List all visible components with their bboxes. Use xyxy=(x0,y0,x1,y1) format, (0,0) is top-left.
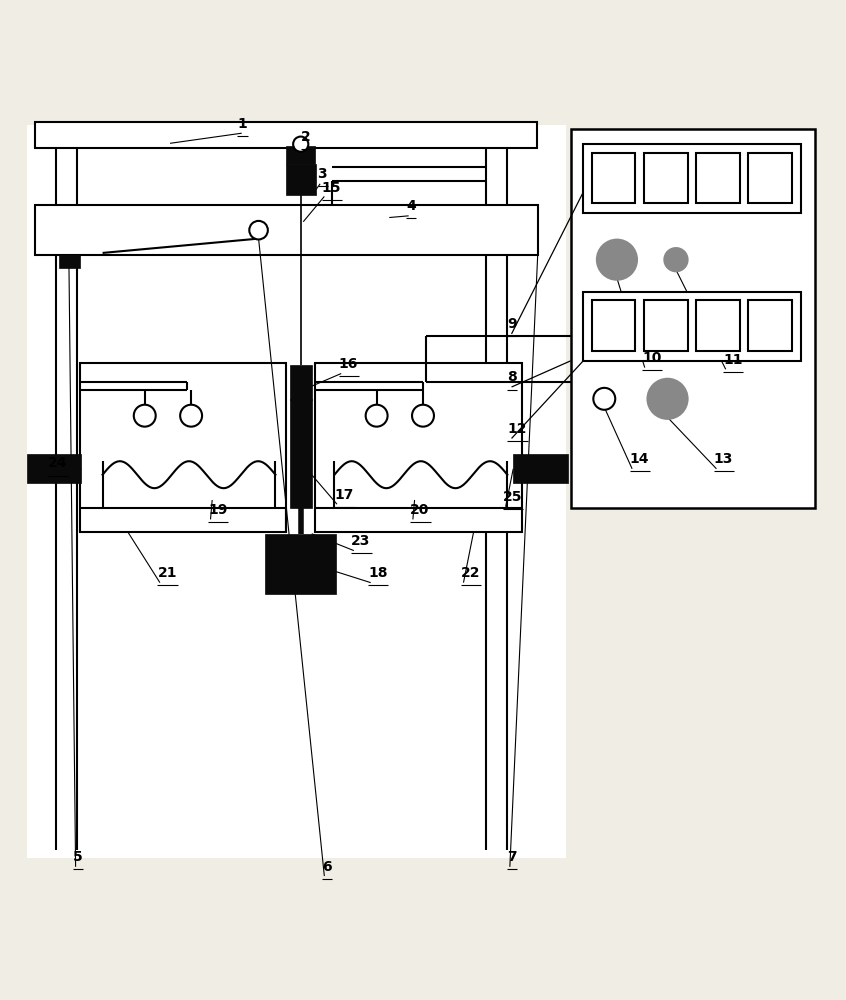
Bar xyxy=(583,292,801,361)
Text: 7: 7 xyxy=(508,850,517,864)
Text: 21: 21 xyxy=(157,566,177,580)
Text: 16: 16 xyxy=(338,357,358,371)
Bar xyxy=(591,300,635,351)
Circle shape xyxy=(294,137,308,152)
Text: 6: 6 xyxy=(321,860,332,874)
Circle shape xyxy=(593,388,615,410)
Text: 22: 22 xyxy=(461,566,481,580)
Circle shape xyxy=(412,405,434,427)
Text: 10: 10 xyxy=(642,351,662,365)
Text: 25: 25 xyxy=(503,490,523,504)
Bar xyxy=(644,300,688,351)
Text: 8: 8 xyxy=(508,370,517,384)
Text: 11: 11 xyxy=(723,353,743,367)
Bar xyxy=(27,454,81,483)
Bar xyxy=(36,205,538,255)
Text: 23: 23 xyxy=(351,534,371,548)
Bar xyxy=(290,365,311,400)
Bar xyxy=(286,164,316,195)
Text: 19: 19 xyxy=(208,503,228,517)
Bar xyxy=(570,129,815,508)
Circle shape xyxy=(596,239,638,281)
Circle shape xyxy=(180,405,202,427)
Text: 14: 14 xyxy=(629,452,649,466)
Text: 2: 2 xyxy=(300,130,310,144)
Bar xyxy=(644,153,688,203)
Bar xyxy=(591,153,635,203)
Bar xyxy=(36,122,537,148)
Bar xyxy=(514,454,568,483)
Text: 13: 13 xyxy=(714,452,733,466)
Circle shape xyxy=(646,378,689,420)
Text: 24: 24 xyxy=(47,456,68,470)
Text: 4: 4 xyxy=(406,199,416,213)
Bar xyxy=(80,363,287,532)
Bar xyxy=(58,255,80,268)
Text: 3: 3 xyxy=(317,167,327,181)
Text: 5: 5 xyxy=(73,850,83,864)
Bar xyxy=(583,144,801,213)
Circle shape xyxy=(663,247,689,272)
Bar xyxy=(696,153,740,203)
Text: 17: 17 xyxy=(334,488,354,502)
Text: 1: 1 xyxy=(238,117,247,131)
Bar xyxy=(315,363,522,532)
Circle shape xyxy=(365,405,387,427)
Circle shape xyxy=(250,221,268,239)
Bar xyxy=(749,153,793,203)
Bar xyxy=(749,300,793,351)
Text: 12: 12 xyxy=(508,422,527,436)
Text: 20: 20 xyxy=(410,503,430,517)
Text: 9: 9 xyxy=(508,317,517,331)
Text: 18: 18 xyxy=(368,566,387,580)
Bar xyxy=(266,534,336,594)
Bar xyxy=(290,399,311,508)
Text: 15: 15 xyxy=(321,181,341,195)
Circle shape xyxy=(134,405,156,427)
Bar xyxy=(287,146,315,164)
Bar xyxy=(27,125,566,858)
Bar xyxy=(696,300,740,351)
